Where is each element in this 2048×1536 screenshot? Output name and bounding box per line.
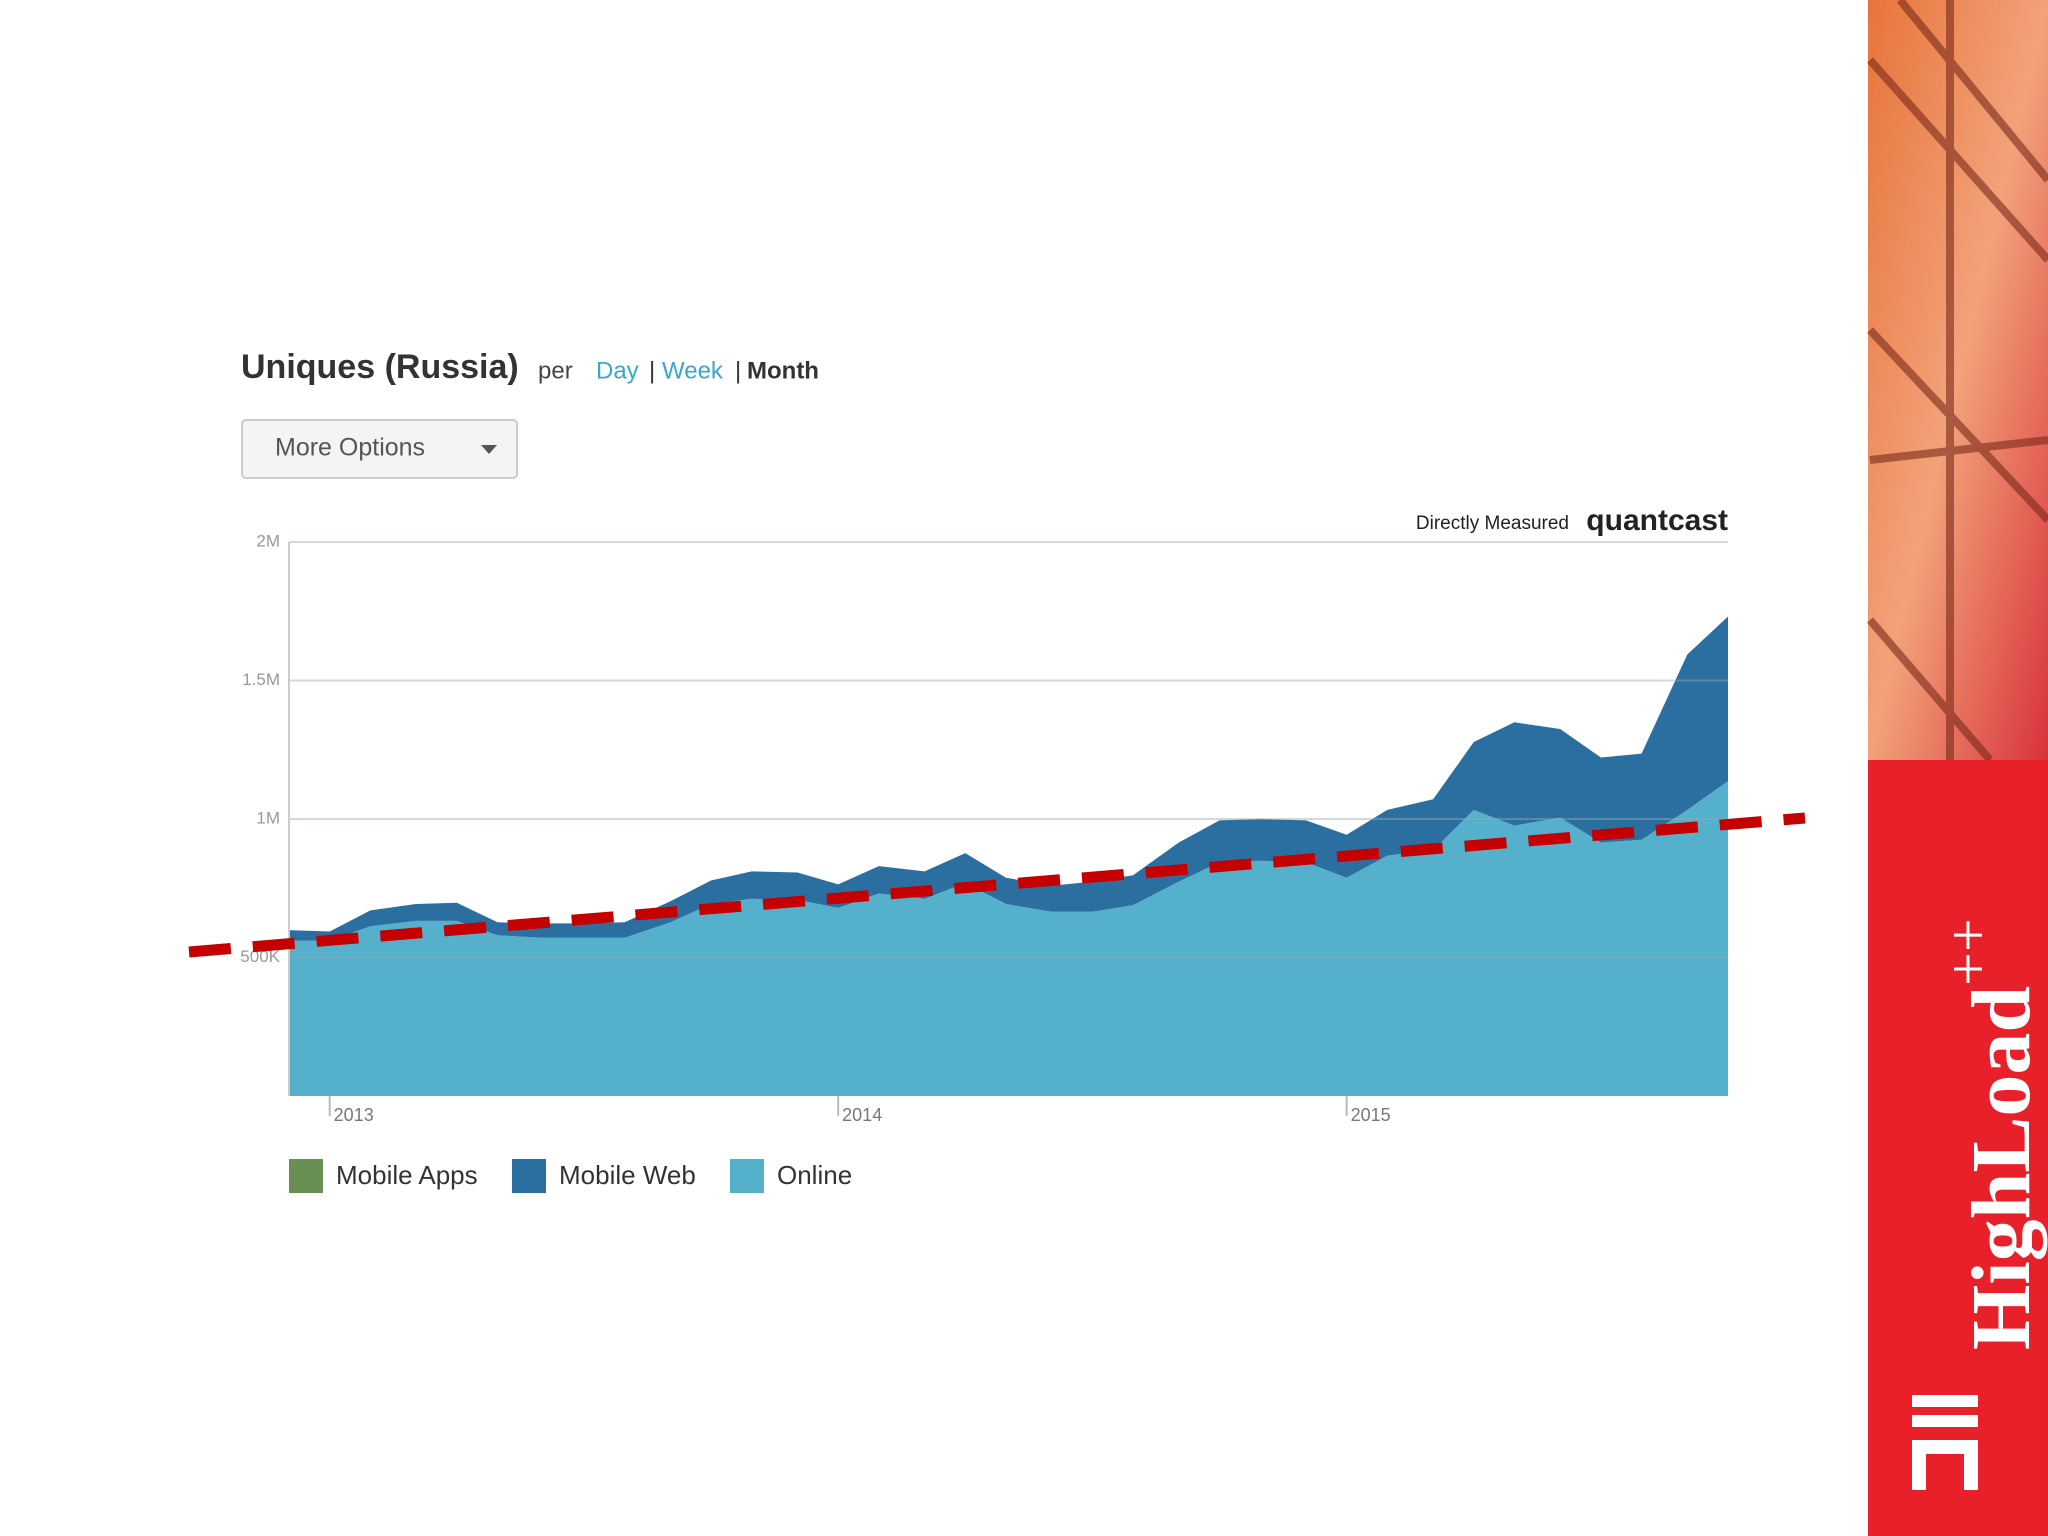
area-online: [289, 781, 1728, 1096]
decor-lines: [1866, 0, 2048, 763]
legend-swatch: [289, 1159, 323, 1193]
legend-swatch: [730, 1159, 764, 1193]
period-separator: |: [649, 357, 655, 384]
trend-line: [188, 812, 1806, 958]
period-links: Day | Week | Month: [596, 357, 819, 384]
period-link[interactable]: Week: [662, 357, 724, 384]
x-tick-label: 2015: [1351, 1105, 1391, 1125]
per-label: per: [538, 357, 573, 384]
y-tick-label: 2M: [256, 531, 280, 550]
button-frame[interactable]: [241, 419, 518, 479]
period-link[interactable]: Month: [747, 357, 819, 384]
legend-label: Mobile Web: [559, 1160, 696, 1190]
brand-name: HighLoad: [1955, 986, 2048, 1350]
source-prefix: Directly Measured: [1416, 513, 1569, 534]
period-separator: |: [735, 357, 741, 384]
dropdown-arrow[interactable]: [481, 445, 497, 454]
brand-mark: ++: [1935, 918, 2001, 986]
y-tick-label: 500K: [240, 947, 280, 966]
more-options-button[interactable]: More Options: [241, 419, 518, 479]
brand-logo: [1912, 1395, 1978, 1490]
chart-title: Uniques (Russia): [241, 348, 519, 386]
x-tick-label: 2013: [334, 1105, 374, 1125]
decor-band: [1868, 0, 2048, 760]
source-name: quantcast: [1586, 504, 1728, 537]
legend: Mobile Apps Mobile Web Online: [289, 1159, 852, 1193]
legend-label: Online: [777, 1160, 852, 1190]
period-link[interactable]: Day: [596, 357, 639, 384]
y-tick-label: 1M: [256, 808, 280, 827]
button-label[interactable]: More Options: [275, 434, 425, 462]
legend-swatch: [512, 1159, 546, 1193]
y-tick-label: 1.5M: [242, 670, 280, 689]
legend-label: Mobile Apps: [336, 1160, 478, 1190]
brand-text: HighLoad++: [1935, 918, 2048, 1350]
x-tick-label: 2014: [842, 1105, 882, 1125]
chart: 500K 1M 1.5M 2M 2013 2014 2015: [240, 531, 1728, 1125]
